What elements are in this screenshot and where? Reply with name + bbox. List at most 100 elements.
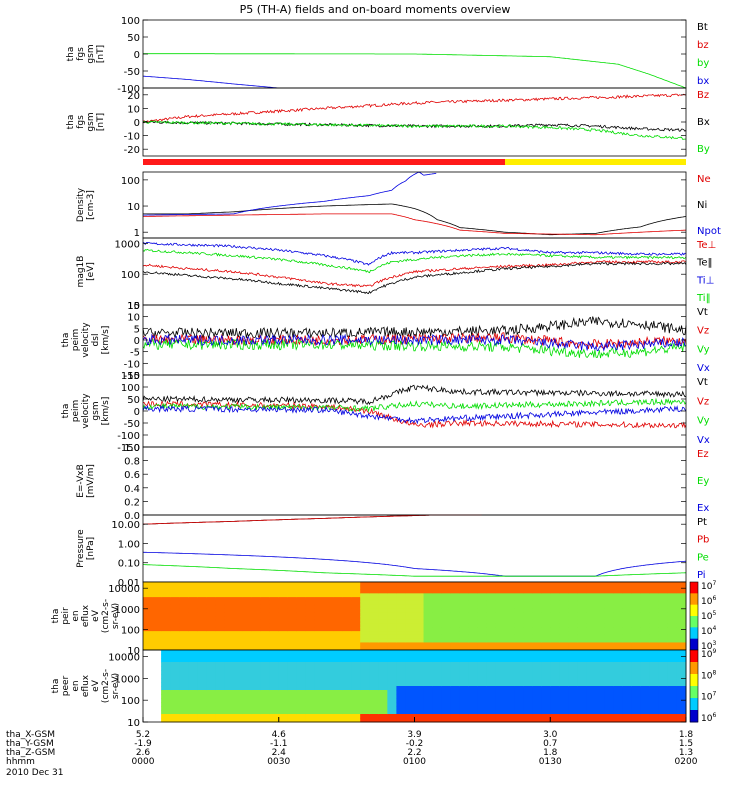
y-axis-label: Pressure [76,529,86,568]
heatmap-cell [170,706,180,711]
heatmap-cell [432,678,443,683]
heatmap-cell [432,714,443,719]
heatmap-cell [179,589,189,594]
heatmap-cell [568,702,578,707]
heatmap-cell [287,631,298,636]
heatmap-cell [369,585,379,591]
heatmap-cell [649,710,660,715]
heatmap-cell [667,616,678,621]
heatmap-cell [541,627,551,632]
heatmap-cell [233,662,244,667]
heatmap-cell [559,616,569,621]
heatmap-cell [532,582,542,587]
panel-frame [142,446,687,516]
heatmap-cell [179,702,189,707]
heatmap-cell [667,666,678,671]
heatmap-cell [658,642,669,647]
heatmap-cell [586,702,596,707]
heatmap-cell [233,634,244,640]
y-tick-label: 100 [121,16,140,27]
heatmap-cell [568,585,578,591]
heatmap-cell [396,694,406,699]
heatmap-cell [495,706,506,711]
heatmap-cell [640,597,651,602]
heatmap-cell [658,597,669,602]
heatmap-cell [423,631,434,636]
heatmap-cell [658,682,669,687]
heatmap-cell [477,698,488,703]
y-tick-label: 10000 [108,584,140,595]
heatmap-cell [568,619,578,625]
series-line-Bz [142,93,687,124]
heatmap-cell [532,678,542,683]
heatmap-cell [143,616,153,621]
heatmap-cell [369,710,379,715]
heatmap-cell [342,690,352,695]
heatmap-cell [541,674,551,679]
heatmap-cell [658,714,669,719]
heatmap-cell [387,646,397,651]
heatmap-cell [360,600,370,606]
heatmap-cell [676,619,687,625]
heatmap-cell [577,714,587,719]
y-axis-label: [cm-3] [86,190,96,220]
heatmap-cell [658,600,669,606]
heatmap-cell [477,589,488,594]
heatmap-cell [505,616,515,621]
heatmap-cell [314,678,325,683]
heatmap-cell [269,623,280,628]
heatmap-cell [287,654,298,659]
heatmap-cell [595,631,606,636]
heatmap-cell [314,682,325,687]
heatmap-cell [333,627,343,632]
heatmap-cell [441,589,452,594]
heatmap-cell [477,674,488,679]
heatmap-cell [523,600,533,606]
heatmap-cell [333,608,343,613]
heatmap-cell [369,634,379,640]
heatmap-cell [459,666,470,671]
heatmap-cell [649,690,660,695]
heatmap-cell [676,714,687,719]
heatmap-cell [649,666,660,671]
heatmap-cell [233,646,244,651]
panel-frame [142,87,687,157]
heatmap-cell [595,662,606,667]
heatmap-cell [658,718,669,723]
heatmap-cell [206,654,216,659]
heatmap-cell [224,600,234,606]
heatmap-cell [450,718,461,723]
heatmap-cell [351,619,361,625]
heatmap-cell [287,686,298,691]
series-line-Vx [142,333,687,352]
heatmap-cell [441,690,452,695]
heatmap-cell [224,582,234,587]
heatmap-cell [477,666,488,671]
heatmap-cell [468,600,479,606]
heatmap-cell [333,597,343,602]
legend-entry: bz [697,40,709,51]
heatmap-cell [450,674,461,679]
heatmap-cell [577,608,587,613]
heatmap-cell [541,604,551,609]
heatmap-cell [423,589,434,594]
heatmap-cell [342,642,352,647]
heatmap-cell [568,623,578,628]
heatmap-cell [477,678,488,683]
heatmap-cell [541,654,551,659]
heatmap-cell [622,658,633,663]
heatmap-cell [477,619,488,625]
heatmap-cell [170,666,180,671]
series-line-by [143,53,687,89]
heatmap-cell [441,600,452,606]
heatmap-cell [324,585,334,591]
heatmap-cell [658,678,669,683]
heatmap-cell [170,710,180,715]
heatmap-cell [351,646,361,651]
heatmap-cell [423,666,434,671]
heatmap-cell [233,674,244,679]
heatmap-cell [251,694,262,699]
heatmap-cell [414,694,425,699]
heatmap-cell [188,670,198,675]
heatmap-cell [278,642,289,647]
